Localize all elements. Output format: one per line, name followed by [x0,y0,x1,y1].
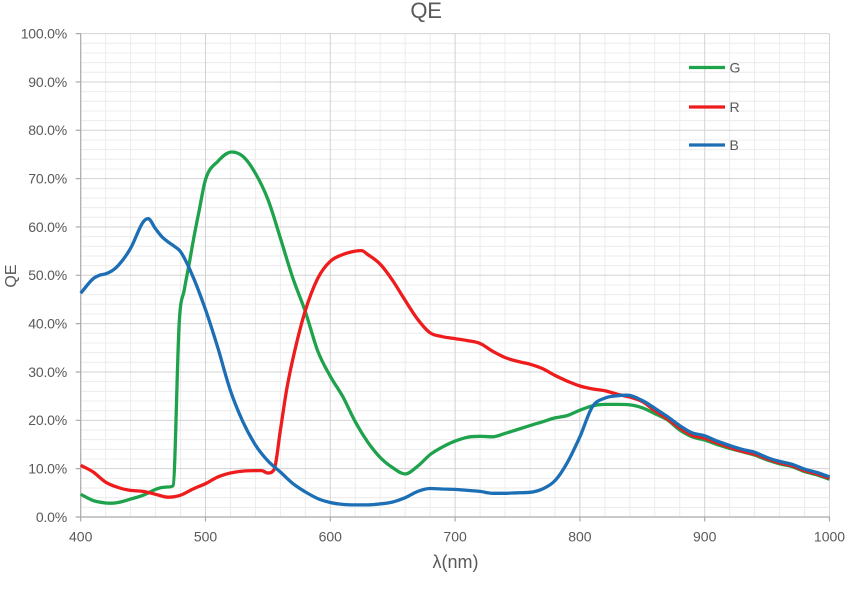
svg-text:100.0%: 100.0% [21,26,67,42]
svg-text:G: G [730,59,741,75]
svg-text:QE: QE [3,264,20,287]
svg-text:400: 400 [69,529,93,545]
svg-text:900: 900 [693,529,717,545]
svg-text:90.0%: 90.0% [28,74,67,90]
svg-text:60.0%: 60.0% [28,219,67,235]
svg-text:80.0%: 80.0% [28,122,67,138]
svg-text:70.0%: 70.0% [28,171,67,187]
svg-text:QE: QE [410,0,441,23]
svg-text:50.0%: 50.0% [28,267,67,283]
svg-text:600: 600 [319,529,343,545]
svg-text:700: 700 [443,529,467,545]
svg-text:1000: 1000 [814,529,845,545]
svg-text:B: B [730,137,739,153]
svg-text:0.0%: 0.0% [36,509,67,525]
svg-text:λ(nm): λ(nm) [433,552,479,572]
svg-text:500: 500 [194,529,218,545]
svg-text:800: 800 [568,529,592,545]
svg-text:10.0%: 10.0% [28,461,67,477]
svg-text:R: R [730,99,740,115]
svg-text:40.0%: 40.0% [28,316,67,332]
svg-text:30.0%: 30.0% [28,364,67,380]
svg-text:20.0%: 20.0% [28,412,67,428]
